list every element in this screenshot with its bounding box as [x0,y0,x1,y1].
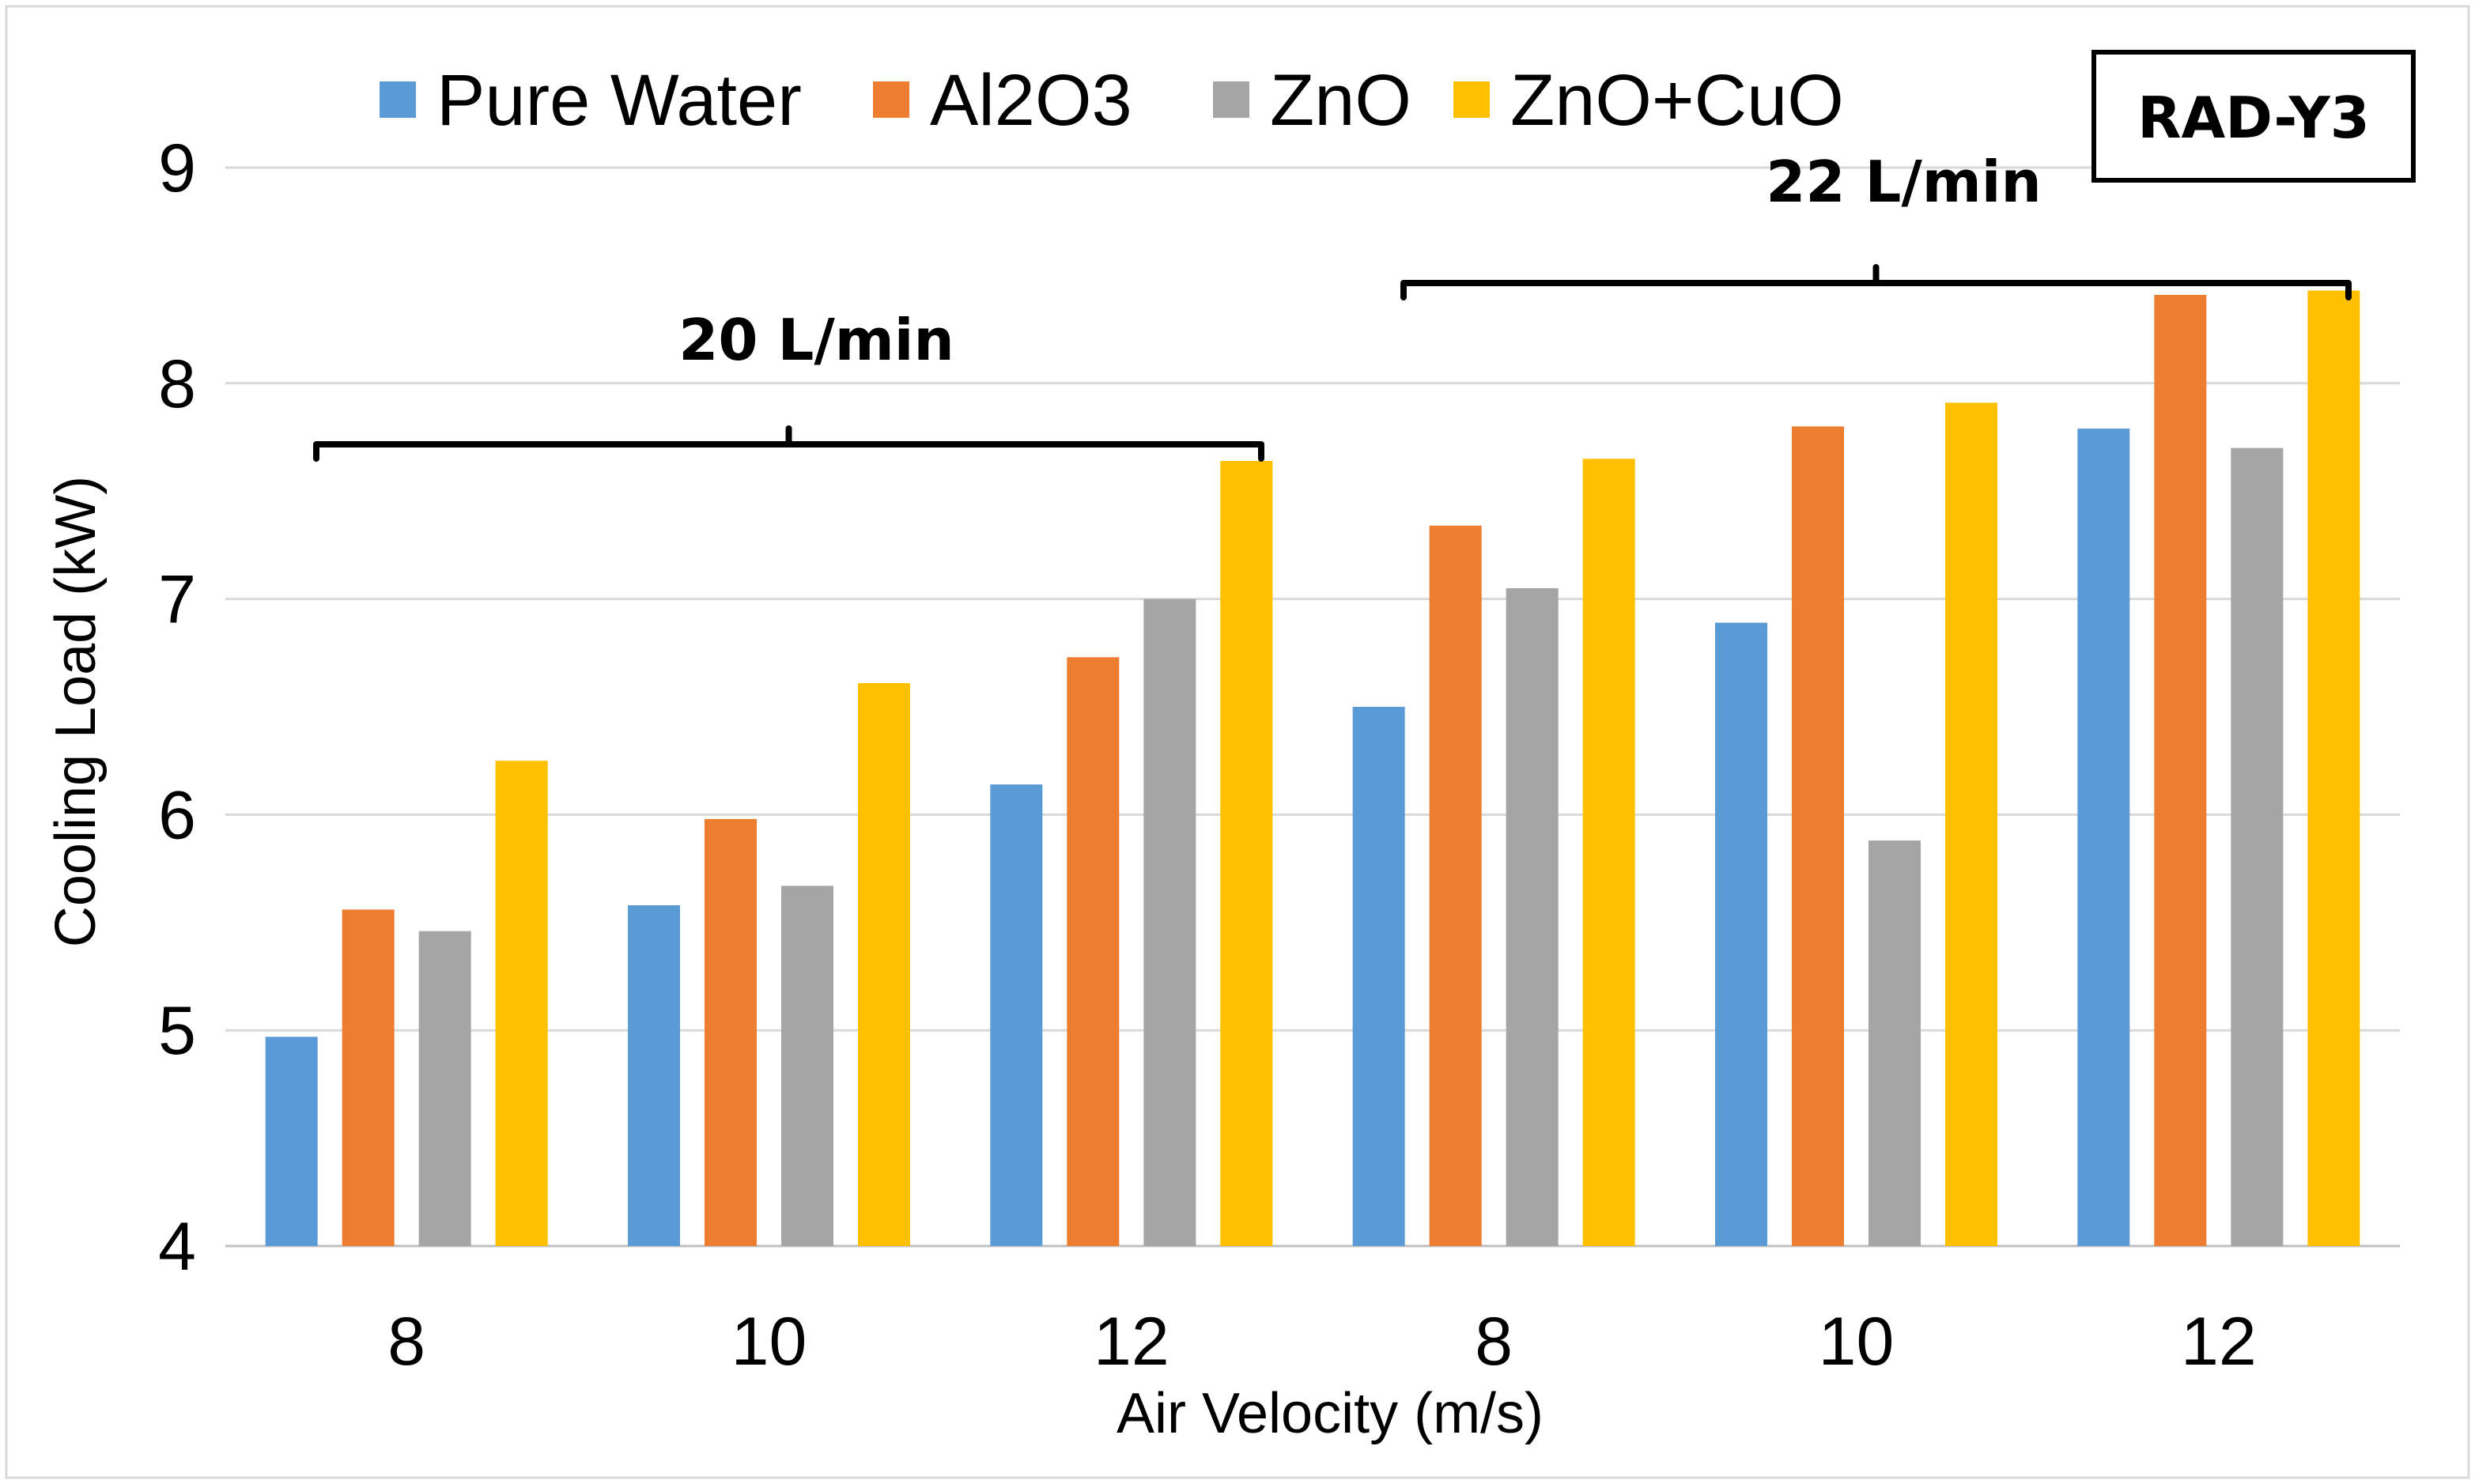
bar [1506,587,1559,1246]
x-tick-label: 10 [731,1304,807,1380]
group-bracket [1400,264,2352,300]
bar [781,885,833,1246]
bar [628,904,680,1246]
y-tick-label: 4 [158,1209,196,1285]
badge-box [2091,50,2416,183]
chart-border [5,5,2470,1479]
group-label: 20 L/min [678,307,954,373]
gridlines [225,166,2400,1248]
legend-swatch [1213,81,1249,118]
bar [990,784,1043,1246]
bar [2231,447,2284,1246]
bar [1220,461,1273,1246]
bar [1067,657,1120,1246]
bar [342,909,395,1246]
x-tick-label: 8 [1475,1304,1513,1380]
y-tick-label: 5 [158,993,196,1069]
group-label: 22 L/min [1766,149,2041,215]
x-axis-title: Air Velocity (m/s) [1117,1382,1544,1445]
bar [1143,599,1196,1246]
bar [705,818,757,1246]
bar [2077,429,2130,1246]
bar [858,682,910,1246]
bar [1869,840,1921,1246]
x-tick-label: 12 [1094,1304,1169,1380]
group-brackets: 20 L/min 22 L/min [313,149,2352,462]
legend: Pure Water Al2O3 ZnO ZnO+CuO [380,60,1844,141]
y-tick-label: 8 [158,346,196,422]
bar [1945,402,1997,1246]
badge-label: RAD-Y3 [2137,85,2370,151]
bar [1582,459,1635,1246]
bar [1715,622,1767,1246]
y-tick-label: 7 [158,562,196,638]
legend-label: Al2O3 [930,60,1132,141]
y-tick-label: 6 [158,777,196,853]
legend-swatch [380,81,416,118]
x-tick-label: 12 [2181,1304,2257,1380]
group-bracket [313,425,1264,462]
legend-swatch [1453,81,1490,118]
bar [2154,294,2207,1246]
y-tick-label: 9 [158,130,196,206]
legend-label: Pure Water [436,60,802,141]
bar [495,761,548,1246]
bar [418,931,471,1246]
y-axis-title: Cooling Load (kW) [44,476,108,947]
bar [1429,525,1482,1246]
x-tick-label: 10 [1819,1304,1895,1380]
bar [265,1037,318,1246]
bars [265,290,2360,1247]
bar [1352,707,1405,1246]
legend-label: ZnO [1270,60,1411,141]
chart-badge: RAD-Y3 [2091,50,2416,183]
bar [1792,426,1844,1246]
x-tick-label: 8 [387,1304,425,1380]
legend-label: ZnO+CuO [1510,60,1844,141]
bar [2307,290,2360,1247]
legend-swatch [873,81,909,118]
